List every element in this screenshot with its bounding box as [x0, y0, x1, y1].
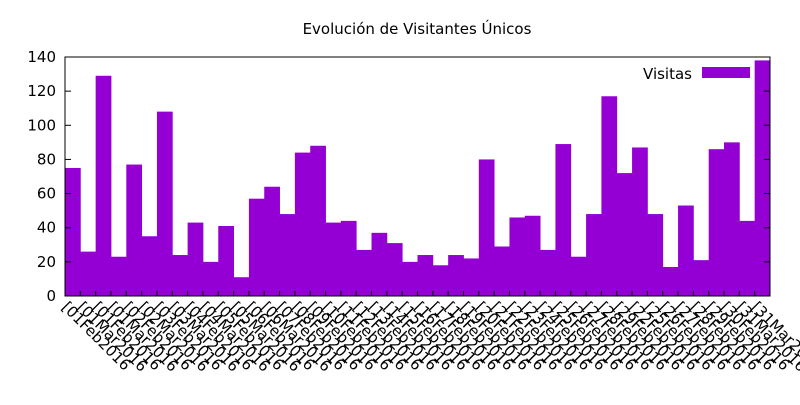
bar — [724, 142, 740, 296]
legend-label: Visitas — [643, 65, 692, 83]
bar — [187, 222, 204, 296]
y-tick-label: 140 — [27, 48, 56, 66]
bar — [110, 256, 127, 296]
bar — [463, 258, 480, 296]
bar — [693, 260, 710, 296]
bar — [126, 164, 143, 296]
bar — [386, 243, 403, 296]
bar — [647, 214, 664, 296]
bar — [218, 226, 234, 296]
bar — [202, 261, 219, 296]
legend-swatch — [702, 67, 750, 78]
bar — [555, 144, 572, 296]
bar — [540, 249, 556, 296]
bar — [754, 60, 771, 296]
y-tick-label: 0 — [46, 287, 56, 305]
y-tick-label: 80 — [37, 150, 56, 168]
plot-frame — [64, 56, 771, 297]
bar — [156, 111, 173, 296]
bar — [632, 147, 648, 296]
y-axis-ticks: 0 20 40 60 80 100 120 140 — [27, 48, 770, 305]
bar — [586, 214, 602, 296]
bar — [478, 159, 495, 296]
legend: Visitas — [643, 65, 750, 83]
bar — [80, 251, 97, 296]
bar — [279, 214, 296, 296]
bar — [356, 249, 372, 296]
bar — [662, 266, 679, 296]
bar — [494, 246, 510, 296]
bar — [616, 173, 633, 296]
bar — [65, 167, 81, 296]
bar — [172, 255, 189, 296]
bar — [340, 220, 357, 296]
bar — [448, 255, 464, 296]
bar — [325, 222, 342, 296]
bar — [524, 215, 541, 296]
bar — [678, 205, 694, 296]
bar — [570, 256, 587, 296]
bar — [294, 152, 311, 296]
bar — [264, 186, 280, 296]
y-tick-label: 120 — [27, 82, 56, 100]
bar — [601, 96, 618, 296]
bar — [708, 149, 725, 296]
bar — [739, 220, 756, 296]
y-tick-label: 100 — [27, 116, 56, 134]
bar — [402, 261, 418, 296]
y-tick-label: 60 — [37, 185, 56, 203]
bar — [233, 277, 250, 296]
bar — [371, 232, 388, 296]
bar — [432, 265, 449, 296]
bar — [141, 236, 158, 296]
bar — [417, 255, 434, 296]
chart-title: Evolución de Visitantes Únicos — [303, 19, 532, 38]
bar — [95, 75, 112, 296]
y-tick-label: 20 — [37, 253, 56, 271]
bar — [509, 217, 526, 296]
bar — [310, 145, 326, 296]
y-tick-label: 40 — [37, 219, 56, 237]
bars-layer — [65, 60, 771, 296]
bar — [248, 198, 265, 296]
x-axis-ticks: [01Feb2016[01Mar2016[01Feb2016[01Mar2016… — [58, 291, 800, 375]
